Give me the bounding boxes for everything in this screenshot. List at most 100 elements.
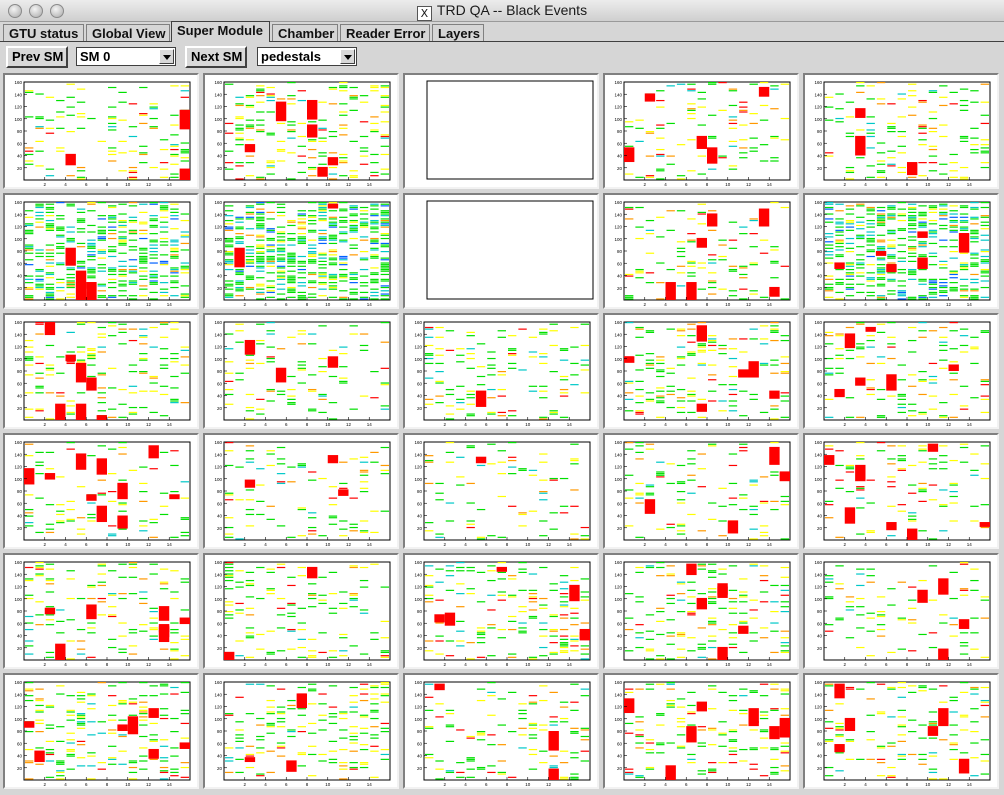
next-sm-button[interactable]: Next SM [185, 46, 247, 68]
hist-bin [866, 255, 875, 258]
hist-bin [770, 474, 779, 476]
chamber-plot[interactable]: 20 40 60 80 100 120 140 160 2 4 6 8 10 12 14 [203, 73, 399, 189]
chevron-down-icon[interactable] [340, 49, 355, 64]
x-tick-label: 14 [767, 662, 773, 667]
hist-bin [549, 371, 558, 373]
hist-bin [939, 445, 948, 447]
tab-chamber[interactable]: Chamber [272, 24, 338, 42]
close-window-button[interactable] [8, 4, 22, 18]
y-tick-label: 20 [617, 526, 623, 531]
chamber-plot[interactable]: 20 40 60 80 100 120 140 160 2 4 6 8 10 12 14 [203, 673, 399, 789]
hist-bin [559, 416, 569, 418]
y-tick-label: 80 [817, 489, 823, 494]
hist-bin [359, 491, 369, 493]
chamber-plot[interactable]: 20 40 60 80 100 120 140 160 2 4 6 8 10 12 14 [203, 313, 399, 429]
hist-bin [359, 609, 369, 611]
hist-bin [635, 596, 644, 598]
hist-bin [866, 630, 875, 632]
hist-bin [370, 282, 379, 284]
hist-bin [635, 395, 644, 397]
chamber-plot[interactable]: 20 40 60 80 100 120 140 160 2 4 6 8 10 12 14 [803, 433, 999, 549]
hist-bin [318, 295, 327, 297]
hist-bin [276, 259, 286, 261]
hist-bin [159, 588, 169, 590]
hist-bin [845, 609, 855, 611]
chamber-plot[interactable]: 20 40 60 80 100 120 140 160 2 4 6 8 10 12 14 [603, 73, 799, 189]
hist-bin [328, 218, 338, 220]
hist-bin [66, 640, 75, 642]
hist-bin [76, 721, 86, 723]
hist-bin [918, 330, 927, 332]
hist-bin [349, 244, 358, 246]
hist-bin [887, 293, 896, 295]
hist-bin [225, 747, 234, 749]
chamber-plot[interactable]: 20 40 60 80 100 120 140 160 2 4 6 8 10 12 14 [803, 193, 999, 309]
tab-layers[interactable]: Layers [432, 24, 484, 42]
hist-bin [908, 206, 917, 209]
title-bar[interactable]: X TRD QA -- Black Events [0, 0, 1004, 22]
chamber-plot[interactable]: 20 40 60 80 100 120 140 160 2 4 6 8 10 12 14 [3, 193, 199, 309]
chamber-plot[interactable]: 20 40 60 80 100 120 140 160 2 4 6 8 10 12 14 [603, 433, 799, 549]
chamber-plot[interactable]: 20 40 60 80 100 120 140 160 2 4 6 8 10 12 14 [803, 73, 999, 189]
hist-bin [666, 635, 675, 637]
hist-bin [939, 415, 948, 417]
hist-bin [518, 622, 527, 624]
chamber-plot[interactable]: 20 40 60 80 100 120 140 160 2 4 6 8 10 12 14 [603, 313, 799, 429]
tab-super-module[interactable]: Super Module [171, 21, 270, 42]
x-tick-label: 2 [643, 542, 646, 547]
hist-bin [25, 351, 34, 353]
hist-bin [25, 339, 34, 342]
chamber-plot[interactable] [403, 193, 599, 309]
chamber-plot[interactable]: 20 40 60 80 100 120 140 160 2 4 6 8 10 12 14 [603, 193, 799, 309]
chamber-plot[interactable]: 20 40 60 80 100 120 140 160 2 4 6 8 10 12 14 [403, 313, 599, 429]
hist-bin [276, 747, 286, 749]
hist-bin [559, 762, 569, 764]
hist-bin [425, 398, 434, 400]
chamber-plot[interactable]: 20 40 60 80 100 120 140 160 2 4 6 8 10 12 14 [203, 433, 399, 549]
chevron-down-icon[interactable] [159, 49, 174, 64]
chamber-plot[interactable]: 20 40 60 80 100 120 140 160 2 4 6 8 10 12 14 [803, 313, 999, 429]
hist-bin [66, 331, 75, 333]
hist-bin [656, 611, 665, 613]
hist-bin [380, 298, 389, 300]
tab-gtu-status[interactable]: GTU status [3, 24, 84, 42]
tab-reader-error[interactable]: Reader Error [340, 24, 430, 42]
chamber-plot[interactable]: 20 40 60 80 100 120 140 160 2 4 6 8 10 12 14 [3, 553, 199, 669]
hist-bin [380, 234, 389, 236]
chamber-plot[interactable]: 20 40 60 80 100 120 140 160 2 4 6 8 10 12 14 [203, 193, 399, 309]
chamber-plot[interactable]: 20 40 60 80 100 120 140 160 2 4 6 8 10 12 14 [403, 433, 599, 549]
x11-icon: X [416, 6, 432, 21]
hist-bin [728, 338, 738, 340]
chamber-plot[interactable]: 20 40 60 80 100 120 140 160 2 4 6 8 10 12 14 [3, 673, 199, 789]
hist-bin [697, 213, 706, 215]
chamber-plot[interactable]: 20 40 60 80 100 120 140 160 2 4 6 8 10 12 14 [403, 673, 599, 789]
chamber-plot[interactable] [403, 73, 599, 189]
hist-bin [759, 565, 769, 567]
mode-select[interactable]: pedestals [257, 47, 357, 66]
chamber-plot[interactable]: 20 40 60 80 100 120 140 160 2 4 6 8 10 12 14 [203, 553, 399, 669]
chamber-plot[interactable]: 20 40 60 80 100 120 140 160 2 4 6 8 10 12 14 [603, 553, 799, 669]
hist-bin [780, 606, 789, 608]
hist-bin [318, 703, 327, 705]
sm-select[interactable]: SM 0 [76, 47, 176, 66]
x-tick-label: 2 [243, 422, 246, 427]
hist-bin [149, 522, 158, 524]
tab-global-view[interactable]: Global View [86, 24, 170, 42]
zoom-window-button[interactable] [50, 4, 64, 18]
hist-bin [180, 157, 189, 159]
chamber-plot[interactable]: 20 40 60 80 100 120 140 160 2 4 6 8 10 12 14 [3, 73, 199, 189]
prev-sm-button[interactable]: Prev SM [6, 46, 68, 68]
hist-bin [835, 221, 844, 223]
hist-bin [770, 137, 779, 139]
hist-bin [508, 575, 517, 577]
chamber-plot[interactable]: 20 40 60 80 100 120 140 160 2 4 6 8 10 12 14 [403, 553, 599, 669]
hist-bin [708, 286, 717, 289]
chamber-plot[interactable]: 20 40 60 80 100 120 140 160 2 4 6 8 10 12 14 [803, 553, 999, 669]
chamber-plot[interactable]: 20 40 60 80 100 120 140 160 2 4 6 8 10 12 14 [3, 433, 199, 549]
minimize-window-button[interactable] [29, 4, 43, 18]
hist-bin [108, 570, 117, 572]
chamber-plot[interactable]: 20 40 60 80 100 120 140 160 2 4 6 8 10 12 14 [3, 313, 199, 429]
hist-bin [339, 633, 348, 636]
hist-bin [118, 236, 127, 238]
hist-bin [687, 351, 696, 353]
